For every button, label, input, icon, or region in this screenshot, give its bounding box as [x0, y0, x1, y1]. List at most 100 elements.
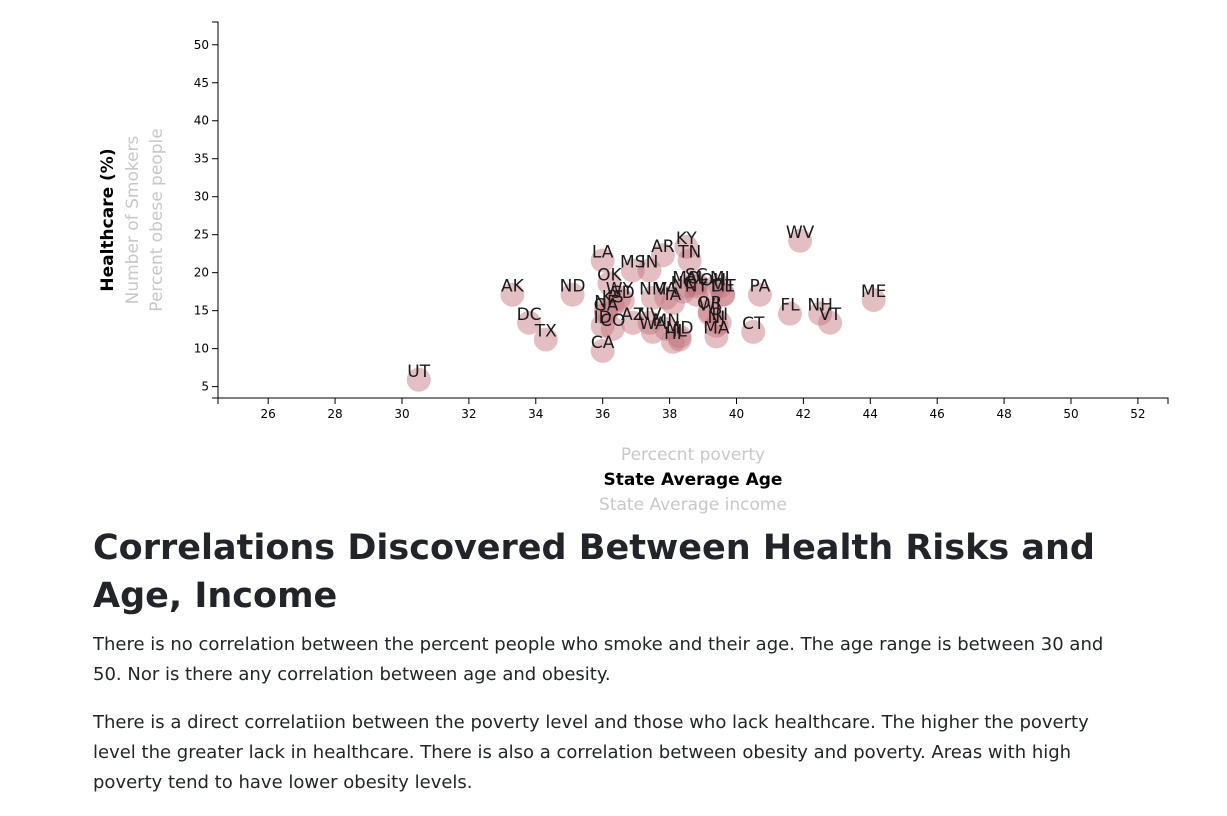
state-point-co[interactable] [600, 316, 625, 341]
state-point-sc[interactable] [684, 271, 709, 296]
state-point-ky[interactable] [674, 234, 699, 259]
state-label-pa: PA [750, 277, 771, 297]
state-point-sd[interactable] [610, 288, 635, 313]
x-tick-label: 44 [863, 407, 878, 421]
state-point-ar[interactable] [650, 243, 675, 268]
state-point-ok[interactable] [597, 271, 622, 296]
state-point-hi[interactable] [660, 329, 685, 354]
x-tick-label: 42 [796, 407, 811, 421]
state-point-va[interactable] [654, 285, 679, 310]
state-label-me: ME [861, 282, 886, 302]
state-label-co: CO [600, 311, 625, 331]
state-label-ky: KY [676, 229, 698, 249]
state-label-mt: MT [711, 277, 737, 297]
state-point-mi[interactable] [707, 274, 732, 299]
state-point-ut[interactable] [406, 367, 431, 392]
state-label-tx: TX [534, 322, 557, 342]
state-label-dc: DC [517, 305, 542, 325]
state-point-ms[interactable] [620, 258, 645, 283]
state-point-nj[interactable] [704, 313, 729, 338]
state-point-ri[interactable] [707, 310, 732, 335]
x-tick-label: 30 [394, 407, 409, 421]
state-point-wv[interactable] [788, 228, 813, 253]
state-point-mt[interactable] [711, 282, 736, 307]
state-point-nd[interactable] [560, 282, 585, 307]
y-axis-option-1[interactable]: Number of Smokers [123, 135, 143, 304]
state-point-ak[interactable] [500, 282, 525, 307]
y-axis-titles: Healthcare (%) Number of Smokers Percent o… [98, 128, 167, 311]
state-label-tn: TN [677, 243, 701, 263]
state-point-in[interactable] [637, 258, 662, 283]
article-paragraph-2: There is a direct correlatiion between t… [93, 712, 1089, 793]
state-label-il: IL [672, 322, 687, 342]
y-tick-label: 15 [194, 304, 209, 318]
state-point-ks[interactable] [600, 293, 625, 318]
state-point-nh[interactable] [808, 301, 833, 326]
state-label-vt: VT [819, 305, 842, 325]
x-axis: 26 28 30 32 34 36 38 40 42 44 46 48 50 52 [217, 397, 1169, 421]
state-point-vt[interactable] [818, 310, 843, 335]
state-label-ne: NE [594, 293, 617, 313]
state-point-wy[interactable] [607, 285, 632, 310]
state-label-ar: AR [651, 237, 675, 257]
state-point-me[interactable] [861, 288, 886, 313]
state-point-il[interactable] [667, 327, 692, 352]
y-axis-option-0[interactable]: Healthcare (%) [98, 148, 118, 291]
state-label-ga: GA [594, 296, 619, 316]
state-point-fl[interactable] [778, 301, 803, 326]
state-label-la: LA [592, 243, 614, 263]
state-label-nd: ND [560, 277, 586, 297]
state-label-ok: OK [597, 265, 622, 285]
state-point-al[interactable] [684, 274, 709, 299]
state-label-mo: MO [672, 268, 700, 288]
state-point-nc[interactable] [670, 279, 695, 304]
state-point-ma[interactable] [704, 324, 729, 349]
y-tick-label: 25 [194, 228, 209, 242]
state-point-pa[interactable] [747, 282, 772, 307]
state-point-md[interactable] [667, 324, 692, 349]
y-tick-label: 5 [201, 380, 209, 394]
y-tick-label: 45 [194, 76, 209, 90]
state-point-ga[interactable] [594, 301, 619, 326]
x-tick-label: 28 [327, 407, 342, 421]
state-point-ia[interactable] [660, 291, 685, 316]
y-tick-label: 35 [194, 152, 209, 166]
state-point-wa[interactable] [640, 319, 665, 344]
state-point-id[interactable] [590, 313, 615, 338]
state-point-tx[interactable] [533, 327, 558, 352]
state-label-oh: OH [700, 271, 726, 291]
state-point-ny[interactable] [684, 282, 709, 307]
x-axis-option-0[interactable]: Percecnt poverty [621, 445, 765, 465]
state-label-mn: MN [653, 311, 680, 331]
state-point-mo[interactable] [674, 274, 699, 299]
state-point-nv[interactable] [637, 310, 662, 335]
state-point-az[interactable] [620, 310, 645, 335]
state-point-mn[interactable] [654, 316, 679, 341]
state-point-de[interactable] [711, 282, 736, 307]
state-label-in: IN [641, 252, 659, 272]
state-point-la[interactable] [590, 248, 615, 273]
x-axis-option-2[interactable]: State Average income [599, 495, 787, 515]
state-label-nm: NM [639, 280, 666, 300]
state-label-fl: FL [780, 296, 800, 316]
state-point-wi[interactable] [697, 301, 722, 326]
state-point-ca[interactable] [590, 338, 615, 363]
state-label-wv: WV [786, 223, 815, 243]
x-tick-label: 36 [595, 407, 610, 421]
state-label-az: AZ [621, 305, 644, 325]
state-label-ny: NY [685, 277, 709, 297]
state-point-dc[interactable] [517, 310, 542, 335]
state-label-nj: NJ [708, 308, 726, 328]
state-point-ne[interactable] [594, 298, 619, 323]
state-point-oh[interactable] [701, 276, 726, 301]
state-label-ms: MS [620, 252, 645, 272]
y-axis-line [212, 21, 219, 399]
state-label-sc: SC [685, 265, 708, 285]
state-label-nv: NV [637, 305, 662, 325]
state-point-ct[interactable] [741, 319, 766, 344]
state-point-tn[interactable] [677, 248, 702, 273]
state-point-nm[interactable] [640, 285, 665, 310]
y-axis-option-2[interactable]: Percent obese people [147, 128, 167, 311]
state-point-or[interactable] [697, 299, 722, 324]
x-axis-option-1[interactable]: State Average Age [604, 470, 783, 490]
